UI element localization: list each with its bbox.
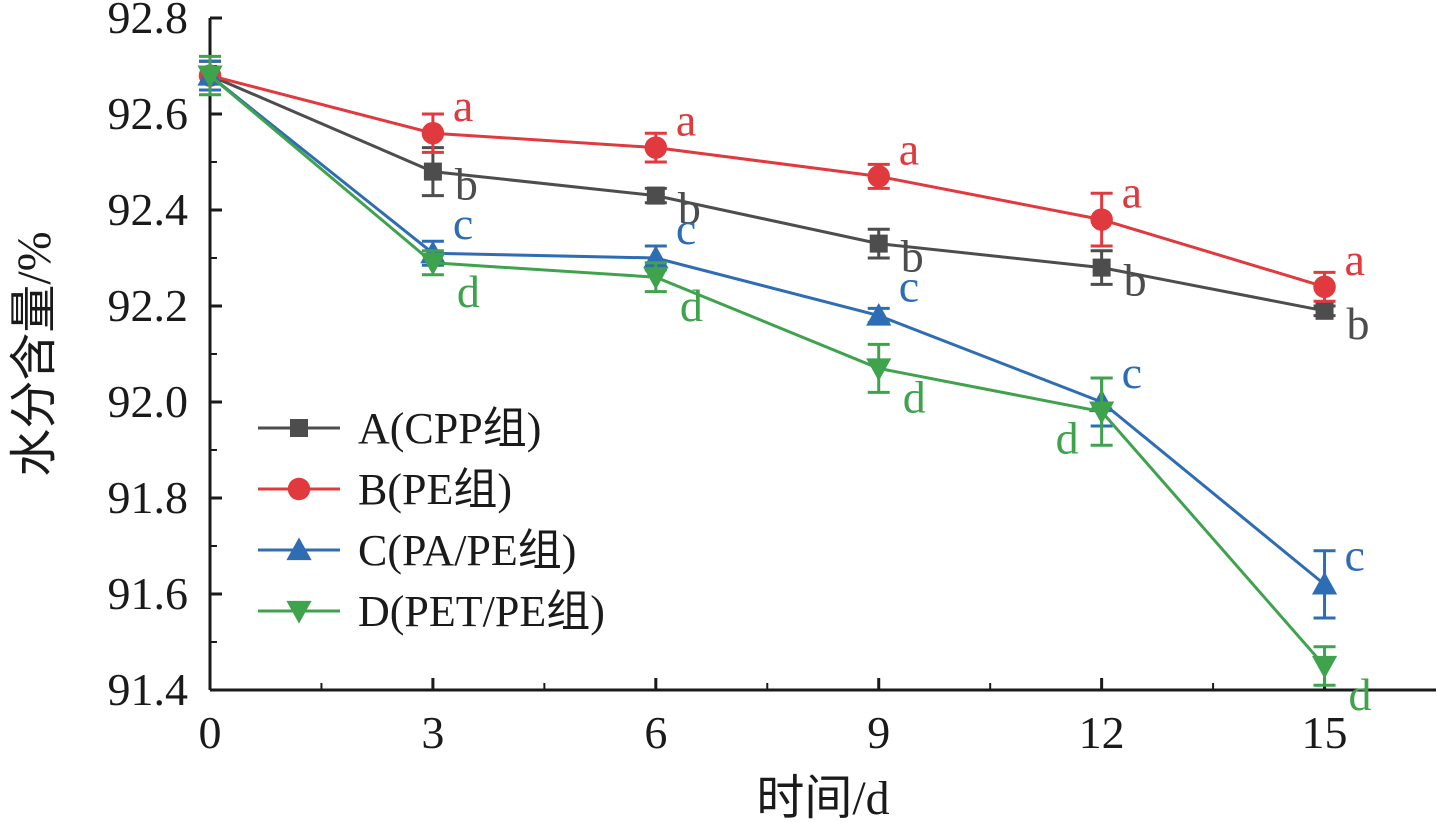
legend-marker (286, 537, 312, 561)
axes: 91.4 91.6 91.8 92.0 92.2 92.4 92.6 92.8 0 3 6 9 12 15 (108, 0, 1436, 758)
data-point (644, 136, 668, 159)
data-point (1090, 208, 1113, 231)
x-tick-label: 3 (421, 707, 444, 758)
y-tick-label: 92.2 (108, 280, 189, 331)
significance-label: c (899, 261, 919, 312)
significance-label: b (1347, 298, 1370, 349)
data-point (643, 267, 669, 290)
y-tick-label: 92.4 (108, 184, 189, 235)
x-tick-label: 9 (867, 707, 890, 758)
data-point (1315, 301, 1334, 320)
data-point (1311, 655, 1338, 679)
data-point (1089, 401, 1115, 425)
y-axis-title: 水分含量/% (8, 231, 61, 476)
legend-label: D(PET/PE组) (358, 587, 605, 636)
data-point (1311, 571, 1338, 595)
significance-label: d (1349, 669, 1372, 720)
data-point (423, 162, 442, 181)
data-point (420, 252, 446, 276)
significance-label: b (678, 183, 701, 234)
x-tick-label: 12 (1079, 707, 1125, 758)
series-line (209, 74, 1325, 289)
series-3: d d d d d (197, 54, 1372, 720)
significance-label: a (453, 80, 473, 131)
data-point (866, 358, 892, 381)
series-1: a a a a a (198, 59, 1365, 303)
legend-marker (286, 600, 312, 624)
significance-label: b (1124, 255, 1147, 306)
data-point (646, 186, 665, 205)
legend-label: A(CPP组) (358, 404, 541, 453)
legend-item-2: C(PA/PE组) (258, 526, 576, 575)
significance-label: c (1122, 347, 1142, 398)
data-point (1092, 258, 1111, 277)
legend-marker (290, 419, 308, 437)
data-point (869, 234, 888, 253)
significance-label: a (1345, 234, 1365, 285)
x-tick-label: 0 (199, 707, 222, 758)
legend-marker (287, 477, 311, 501)
significance-label: a (1122, 167, 1142, 218)
x-axis-title: 时间/d (756, 772, 889, 822)
data-point (866, 303, 892, 326)
significance-label: b (455, 159, 478, 210)
significance-label: a (899, 123, 919, 174)
significance-label: c (676, 203, 696, 254)
data-point (421, 121, 445, 145)
y-tick-label: 91.6 (108, 568, 189, 619)
legend-label: B(PE组) (358, 465, 512, 514)
significance-label: c (453, 198, 473, 249)
significance-label: b (901, 231, 924, 282)
legend-item-3: D(PET/PE组) (258, 587, 605, 636)
y-tick-label: 91.4 (108, 664, 189, 715)
legend: A(CPP组) B(PE组) C(PA/PE组) D(PET/PE组) (258, 404, 605, 636)
data-point (867, 165, 890, 188)
y-tick-label: 91.8 (108, 472, 189, 523)
x-tick-label: 6 (644, 707, 667, 758)
series-line (209, 74, 1326, 667)
series-2: c c c c c (197, 59, 1365, 620)
significance-label: d (680, 280, 703, 331)
series-line (209, 74, 1325, 313)
data-point (197, 65, 223, 89)
y-tick-label: 92.6 (108, 88, 189, 139)
significance-label: d (457, 266, 480, 317)
significance-label: a (676, 95, 696, 146)
y-tick-label: 92.8 (108, 0, 189, 43)
significance-label: c (1345, 529, 1365, 580)
y-tick-label: 92.0 (108, 376, 189, 427)
legend-label: C(PA/PE组) (358, 526, 576, 575)
data-point (1313, 275, 1336, 299)
legend-item-0: A(CPP组) (258, 404, 541, 453)
significance-label: d (903, 371, 926, 422)
x-tick-label: 15 (1302, 707, 1348, 758)
series-line (209, 74, 1326, 586)
series-0: b b b b b (199, 59, 1370, 349)
legend-item-1: B(PE组) (258, 465, 512, 514)
significance-label: d (1056, 413, 1079, 464)
